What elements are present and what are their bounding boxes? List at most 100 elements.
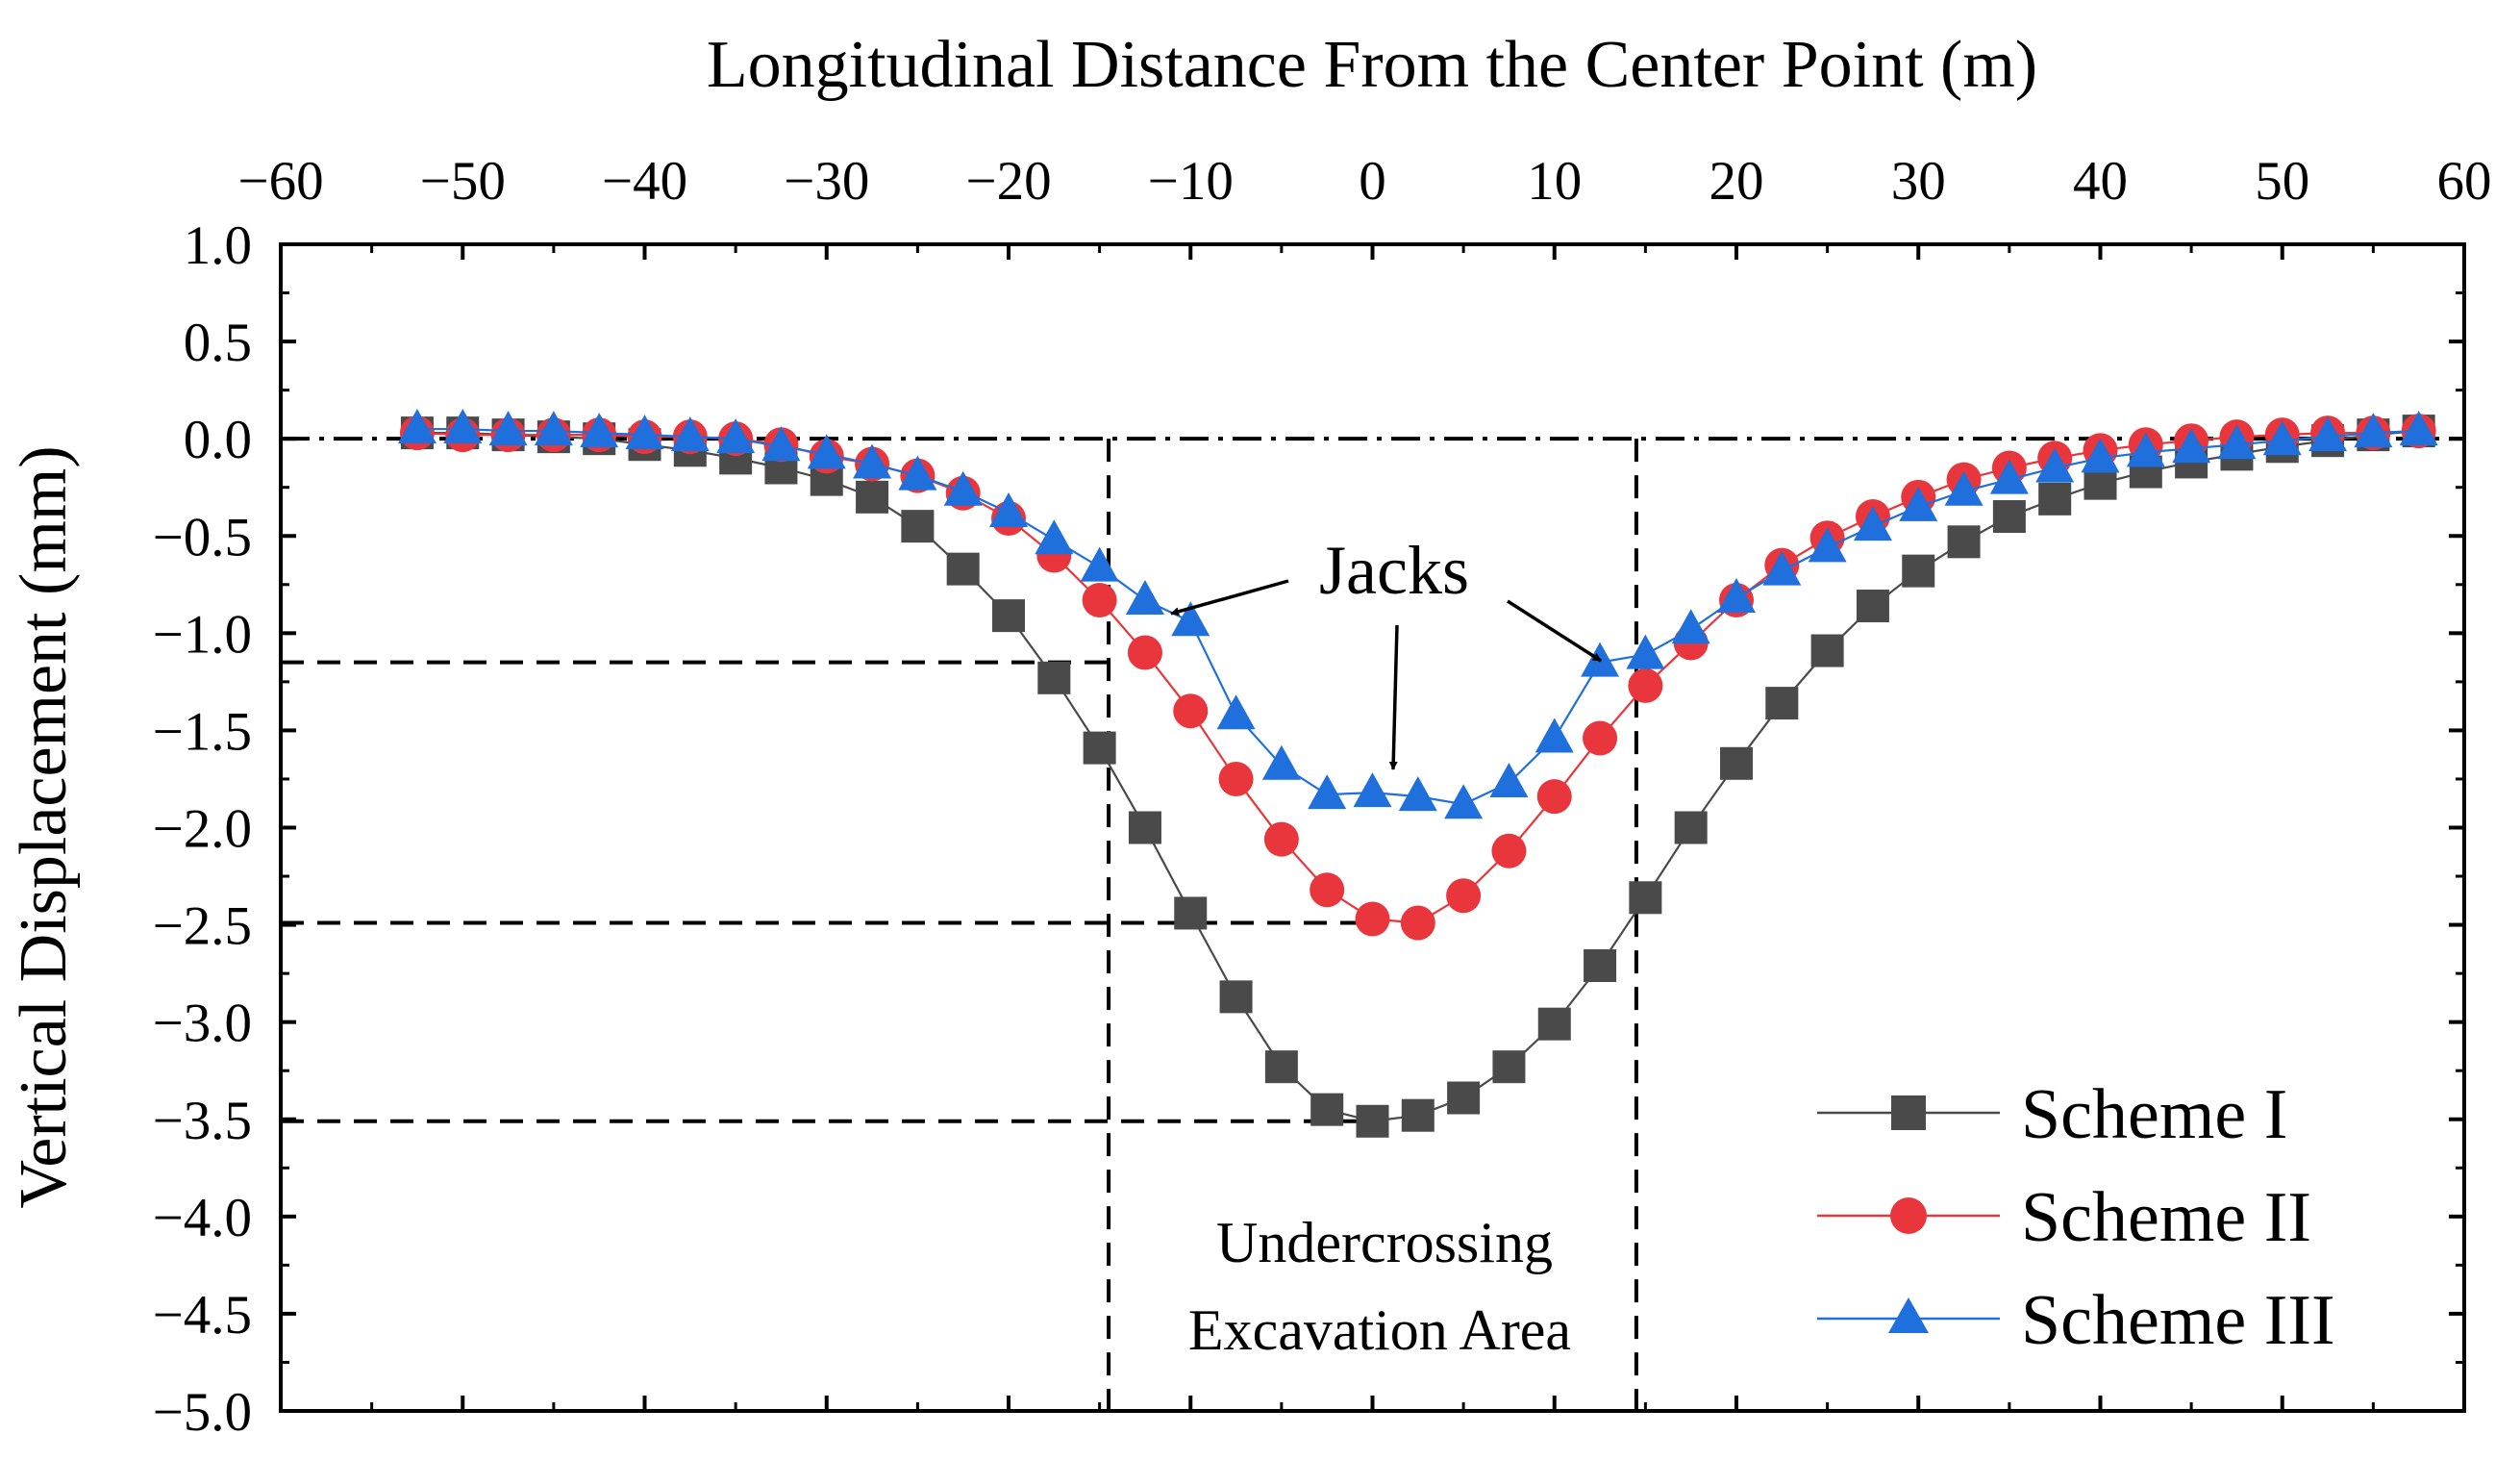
data-point-triangle [1125,579,1164,615]
data-point-triangle [2035,447,2075,483]
data-point-circle [1173,693,1209,729]
data-point-triangle [989,491,1028,527]
series-1 [400,415,2435,1138]
jacks-arrow-right [1507,599,1602,663]
data-point-triangle [2081,438,2120,473]
x-tick-label: 30 [1891,151,1946,212]
data-point-square [1310,1093,1344,1126]
data-point-triangle [1171,601,1210,637]
data-point-triangle [1717,577,1756,613]
jacks-arrow-left [1170,579,1289,617]
data-point-square [1219,980,1253,1014]
data-point-square [1447,1081,1481,1115]
data-point-triangle [488,411,528,446]
data-point-triangle [2172,428,2211,464]
y-tick-label: −4.5 [153,1285,252,1346]
data-point-square [1037,661,1071,694]
x-axis-title: Longitudinal Distance From the Center Po… [707,28,2037,102]
data-point-circle [1491,833,1527,868]
series-line [416,429,2419,924]
data-point-triangle [1216,694,1256,730]
y-tick-label: −1.5 [153,701,252,762]
data-point-square [1128,811,1161,844]
data-point-triangle [1308,774,1347,810]
data-point-triangle [943,470,983,506]
area-label-line1: Undercrossing [1216,1211,1553,1274]
x-tick-label: −60 [237,151,323,212]
legend-item-scheme-3: Scheme III [1817,1281,2335,1360]
data-point-square [1902,554,1935,588]
data-point-square [946,552,980,586]
data-point-triangle [1398,776,1437,812]
data-point-square [1992,500,2026,534]
y-tick-label: 0.5 [184,313,252,373]
data-point-square [1720,746,1753,780]
data-point-triangle [534,411,573,446]
data-point-circle [1082,582,1117,617]
y-tick-label: −2.0 [153,799,252,860]
data-point-triangle [1808,527,1847,563]
x-tick-label: 40 [2073,151,2128,212]
data-point-square [1356,1104,1389,1138]
data-point-triangle [1626,634,1665,669]
data-point-triangle [397,409,437,444]
area-label-line2: Excavation Area [1188,1298,1571,1362]
x-tick-label: −40 [602,151,687,212]
data-point-triangle [1989,459,2029,494]
x-tick-label: −30 [784,151,869,212]
data-point-circle [1218,761,1254,796]
data-point-square [1947,525,1981,559]
data-point-triangle [443,409,483,444]
series-layer [397,409,2438,1138]
data-point-triangle [1899,486,1938,521]
y-axis-title: Vertical Displacement (mm) [7,445,81,1208]
x-tick-label: −20 [965,151,1051,212]
legend-item-scheme-1: Scheme I [1817,1075,2287,1154]
data-point-triangle [853,443,892,479]
legend-item-scheme-2: Scheme II [1817,1178,2311,1257]
legend-label-scheme-2: Scheme II [2021,1178,2311,1257]
data-point-square [1810,634,1844,667]
data-point-triangle [2308,416,2348,452]
x-tick-label: 10 [1527,151,1582,212]
data-point-square [856,480,889,514]
data-point-triangle [761,426,801,462]
data-point-triangle [1762,550,1802,586]
data-point-triangle [2126,432,2165,467]
data-point-square [1584,949,1617,983]
data-point-square [1765,687,1799,720]
y-tick-label: −3.5 [153,1091,252,1151]
data-point-square [1537,1007,1571,1041]
y-tick-label: 0.0 [184,410,252,470]
y-tick-label: −5.0 [153,1382,252,1443]
data-point-triangle [1444,784,1484,819]
y-tick-label: −1.0 [153,604,252,665]
data-point-circle [1310,872,1345,908]
data-point-triangle [1944,470,1984,506]
data-point-triangle [625,415,664,450]
series-line [416,427,2419,806]
x-tick-label: 20 [1709,151,1764,212]
data-point-square [1083,731,1116,765]
x-tick-label: 50 [2255,151,2309,212]
data-point-circle [1127,635,1162,670]
data-point-triangle [807,434,846,469]
data-point-triangle [1035,519,1074,555]
x-tick-label: −10 [1148,151,1234,212]
jacks-label: Jacks [1319,532,1469,609]
series-2 [399,414,2436,941]
data-point-triangle [2217,424,2257,460]
y-tick-label: −4.0 [153,1188,252,1248]
y-tick-label: −3.0 [153,994,252,1054]
data-point-square [901,510,935,543]
data-point-square [2038,482,2072,516]
data-point-square [1264,1050,1298,1084]
data-point-square [1856,590,1889,623]
data-point-triangle [716,418,756,454]
legend-marker-circle [1890,1197,1927,1234]
data-point-triangle [1080,546,1119,582]
data-point-square [1174,896,1208,930]
x-tick-label: 0 [1359,151,1386,212]
legend-marker-triangle [1888,1297,1929,1333]
